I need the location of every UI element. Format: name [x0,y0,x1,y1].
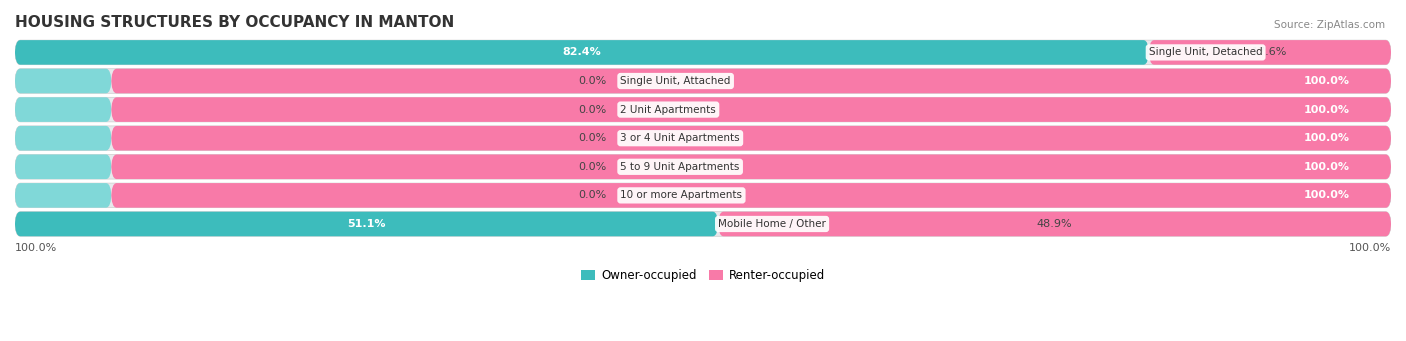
Text: Mobile Home / Other: Mobile Home / Other [718,219,825,229]
FancyBboxPatch shape [111,97,1391,122]
Text: 100.0%: 100.0% [1303,76,1350,86]
Text: 100.0%: 100.0% [1303,162,1350,172]
FancyBboxPatch shape [15,97,1391,122]
FancyBboxPatch shape [15,97,111,122]
Text: 100.0%: 100.0% [1303,105,1350,115]
Text: 17.6%: 17.6% [1253,47,1288,57]
Text: 0.0%: 0.0% [578,105,606,115]
FancyBboxPatch shape [15,154,111,179]
Text: Single Unit, Attached: Single Unit, Attached [620,76,731,86]
Text: Single Unit, Detached: Single Unit, Detached [1149,47,1263,57]
Text: 100.0%: 100.0% [1303,133,1350,143]
FancyBboxPatch shape [15,154,1391,179]
Text: 3 or 4 Unit Apartments: 3 or 4 Unit Apartments [620,133,740,143]
FancyBboxPatch shape [15,40,1391,65]
FancyBboxPatch shape [15,212,718,236]
FancyBboxPatch shape [111,69,1391,93]
Text: 10 or more Apartments: 10 or more Apartments [620,190,742,201]
FancyBboxPatch shape [15,183,1391,208]
FancyBboxPatch shape [718,212,1391,236]
Text: Source: ZipAtlas.com: Source: ZipAtlas.com [1274,20,1385,30]
FancyBboxPatch shape [15,212,1391,236]
FancyBboxPatch shape [15,69,111,93]
Text: 0.0%: 0.0% [578,76,606,86]
Text: 0.0%: 0.0% [578,190,606,201]
Text: 0.0%: 0.0% [578,162,606,172]
Text: 2 Unit Apartments: 2 Unit Apartments [620,105,716,115]
Text: 0.0%: 0.0% [578,133,606,143]
Text: 51.1%: 51.1% [347,219,385,229]
FancyBboxPatch shape [15,126,111,150]
Text: 82.4%: 82.4% [562,47,602,57]
Text: 48.9%: 48.9% [1036,219,1073,229]
Text: HOUSING STRUCTURES BY OCCUPANCY IN MANTON: HOUSING STRUCTURES BY OCCUPANCY IN MANTO… [15,15,454,30]
FancyBboxPatch shape [15,40,1149,65]
FancyBboxPatch shape [1149,40,1391,65]
FancyBboxPatch shape [111,154,1391,179]
FancyBboxPatch shape [111,126,1391,150]
FancyBboxPatch shape [15,183,111,208]
Text: 5 to 9 Unit Apartments: 5 to 9 Unit Apartments [620,162,740,172]
FancyBboxPatch shape [15,69,1391,93]
Text: 100.0%: 100.0% [1348,242,1391,253]
FancyBboxPatch shape [111,183,1391,208]
Text: 100.0%: 100.0% [1303,190,1350,201]
Legend: Owner-occupied, Renter-occupied: Owner-occupied, Renter-occupied [576,264,830,287]
FancyBboxPatch shape [15,126,1391,150]
Text: 100.0%: 100.0% [15,242,58,253]
